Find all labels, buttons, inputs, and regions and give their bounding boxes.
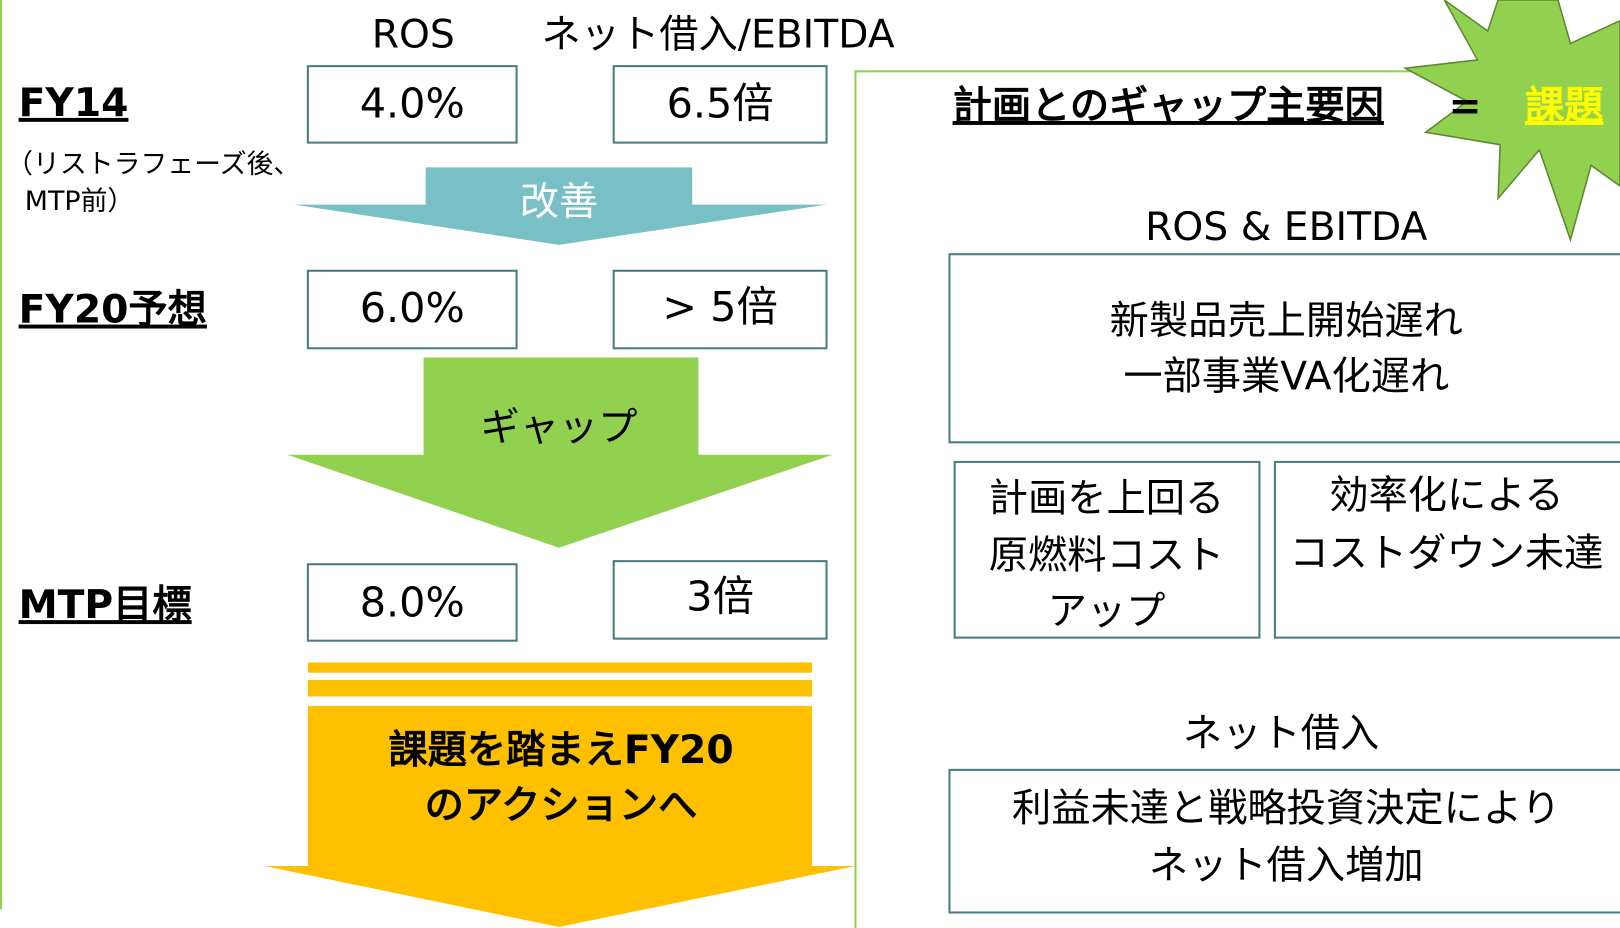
action-stripe — [307, 662, 813, 673]
factor-text: コストダウン未達 — [1289, 531, 1603, 576]
row-note: MTP前） — [25, 186, 134, 217]
net-debt-value: > 5倍 — [662, 283, 777, 331]
panel-equals: = — [1449, 84, 1482, 129]
row-label: MTP目標 — [19, 583, 192, 628]
factor-box — [1273, 460, 1620, 639]
ros-value: 8.0% — [360, 579, 465, 627]
factor-text: 効率化による — [1329, 474, 1563, 519]
action-label: のアクションへ — [425, 784, 698, 829]
factor-text: 利益未達と戦略投資決定により — [1012, 787, 1561, 832]
net-debt-value: 3倍 — [686, 572, 754, 620]
gap-arrow — [287, 357, 833, 548]
action-stripe — [307, 679, 813, 697]
ros-box — [306, 563, 518, 642]
star-burst — [1402, 0, 1620, 243]
panel-issue: 課題 — [1525, 84, 1604, 129]
panel-title: 計画とのギャップ主要因 — [953, 84, 1384, 129]
row-note: （リストラフェーズ後、 — [6, 149, 300, 180]
ros-box — [306, 269, 518, 350]
factor-text: 新製品売上開始遅れ — [1110, 299, 1463, 344]
gap-label: ギャップ — [480, 405, 637, 450]
action-label: 課題を踏まえFY20 — [388, 728, 733, 773]
section-heading: ROS & EBITDA — [1145, 205, 1427, 250]
net-debt-box — [612, 560, 828, 640]
row-label: FY20予想 — [19, 288, 207, 333]
row-label: FY14 — [19, 81, 129, 126]
factor-box — [948, 768, 1620, 914]
factor-box — [953, 460, 1261, 639]
panel-border — [854, 70, 1620, 928]
section-heading: ネット借入 — [1183, 711, 1379, 756]
improve-label: 改善 — [520, 180, 598, 225]
factor-text: 原燃料コスト — [989, 534, 1224, 579]
net-debt-value: 6.5倍 — [667, 79, 774, 127]
factor-text: ネット借入増加 — [1149, 844, 1424, 889]
header-ros: ROS — [372, 13, 455, 58]
factor-text: 一部事業VA化遅れ — [1123, 355, 1449, 400]
header-net-debt: ネット借入/EBITDA — [541, 13, 894, 58]
ros-box — [306, 65, 518, 144]
improve-arrow — [294, 167, 827, 245]
net-debt-box — [612, 65, 828, 144]
ros-value: 6.0% — [360, 284, 465, 332]
action-arrow — [264, 705, 856, 927]
factor-text: 計画を上回る — [989, 477, 1224, 522]
factor-text: アップ — [1048, 589, 1166, 634]
ros-value: 4.0% — [360, 79, 465, 127]
factor-box — [948, 253, 1620, 444]
net-debt-box — [612, 269, 828, 350]
